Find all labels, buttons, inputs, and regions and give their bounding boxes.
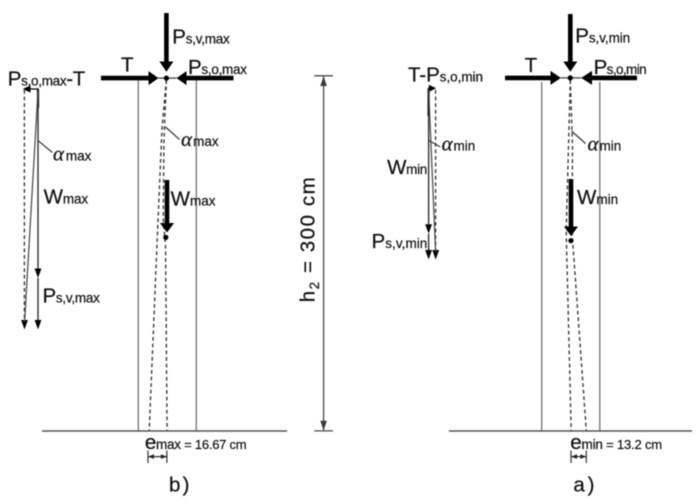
svg-text:α: α (53, 142, 65, 166)
svg-text:Wmax: Wmax (171, 188, 216, 211)
svg-text:Ps,v,min: Ps,v,min (575, 25, 630, 48)
svg-text:emin = 13.2 cm: emin = 13.2 cm (570, 431, 662, 454)
svg-text:Wmin: Wmin (387, 156, 427, 179)
svg-text:Wmin: Wmin (577, 186, 618, 209)
svg-text:T-Ps,o,min: T-Ps,o,min (408, 64, 483, 87)
svg-text:min: min (600, 139, 622, 154)
svg-text:max: max (193, 134, 219, 149)
svg-text:Ps,o,max-T: Ps,o,max-T (8, 68, 86, 91)
svg-text:α: α (588, 132, 600, 156)
svg-text:emax = 16.67 cm: emax = 16.67 cm (145, 431, 247, 454)
svg-text:Ps,v,min: Ps,v,min (372, 230, 428, 253)
svg-text:T: T (121, 53, 134, 76)
svg-text:h2 = 300 cm: h2 = 300 cm (297, 177, 323, 302)
svg-text:α: α (181, 127, 193, 151)
svg-text:Wmax: Wmax (44, 186, 89, 209)
svg-text:Ps,o,min: Ps,o,min (594, 56, 647, 79)
svg-text:α: α (442, 132, 454, 156)
svg-text:a): a) (573, 474, 594, 497)
svg-text:b): b) (169, 474, 190, 497)
svg-text:max: max (66, 149, 92, 164)
svg-text:Ps,o,max: Ps,o,max (188, 56, 247, 79)
svg-text:Ps,v,max: Ps,v,max (172, 25, 230, 48)
svg-text:T: T (525, 54, 538, 77)
svg-text:Ps,v,max: Ps,v,max (43, 285, 101, 308)
svg-text:min: min (454, 139, 476, 154)
